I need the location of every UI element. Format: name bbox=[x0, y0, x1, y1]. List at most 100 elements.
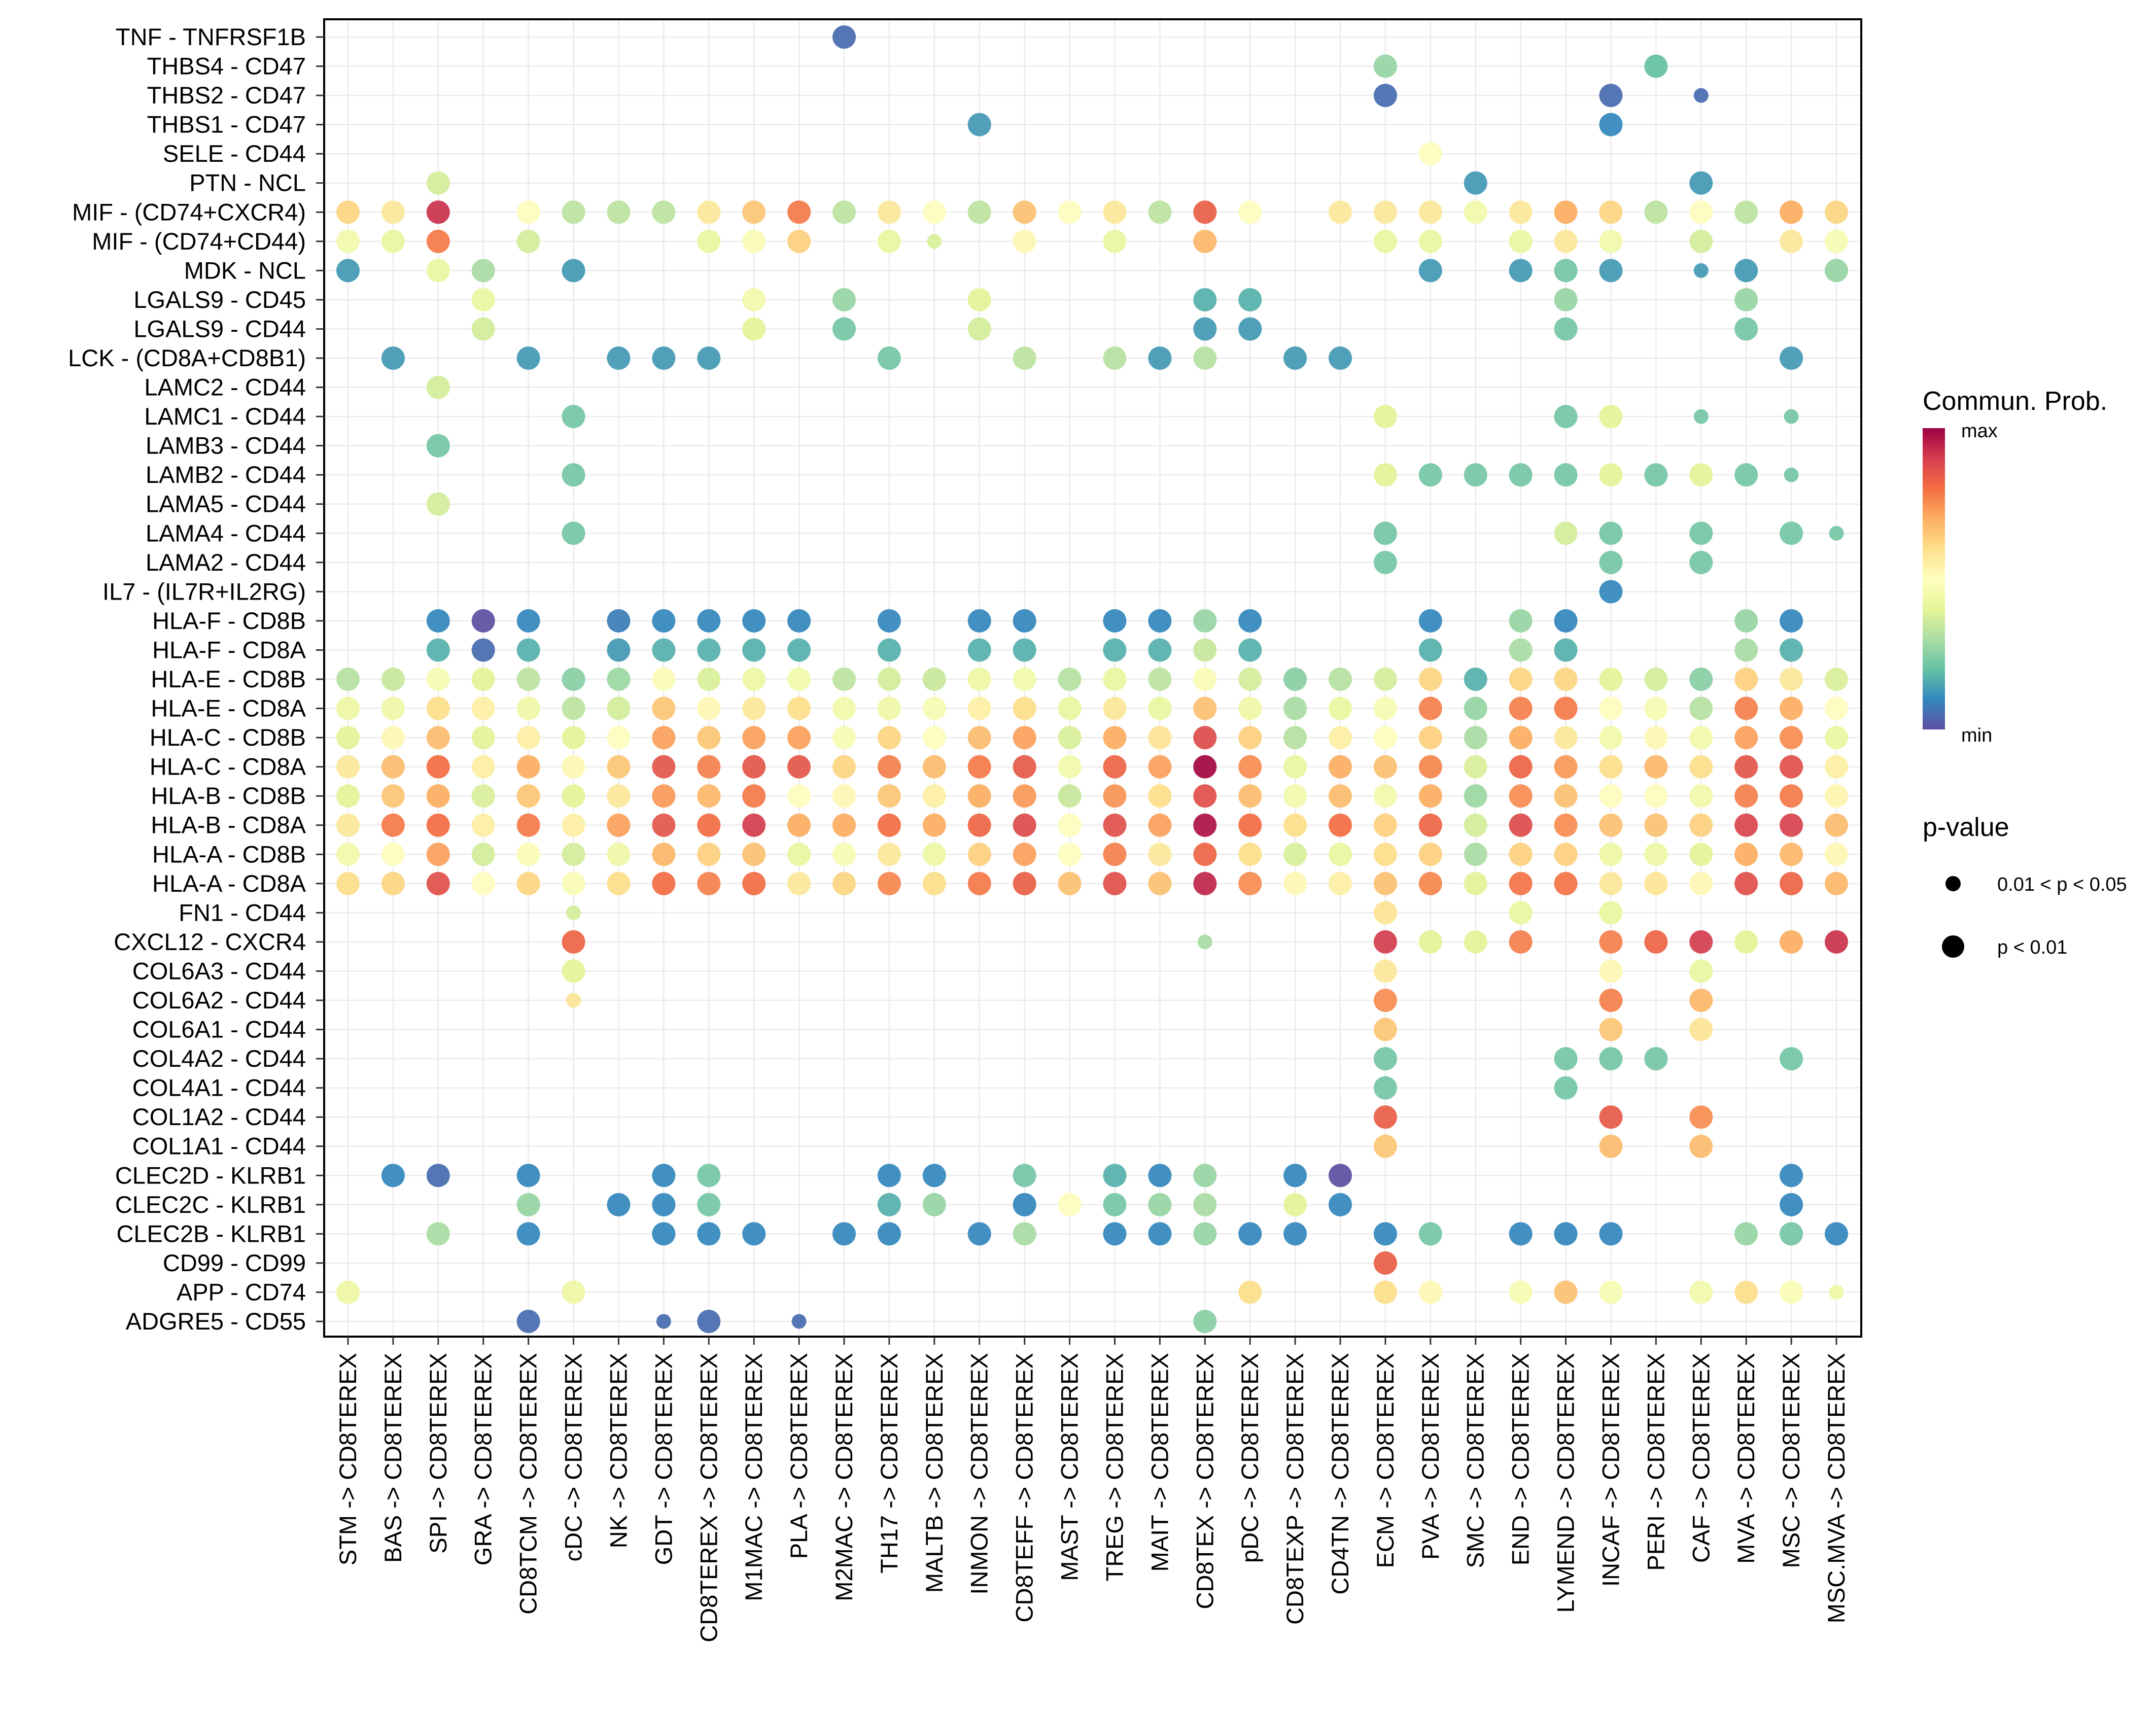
data-point bbox=[967, 609, 991, 633]
data-point bbox=[922, 784, 946, 808]
data-point bbox=[1283, 843, 1307, 866]
data-point bbox=[1554, 871, 1578, 895]
data-point bbox=[1013, 1222, 1036, 1246]
data-point bbox=[1644, 463, 1668, 487]
data-point bbox=[1013, 843, 1036, 866]
data-point bbox=[426, 813, 450, 837]
data-point bbox=[1464, 813, 1487, 837]
data-point bbox=[877, 1164, 901, 1187]
data-point bbox=[1058, 871, 1082, 895]
data-point bbox=[967, 843, 991, 866]
data-point bbox=[1554, 259, 1578, 283]
data-point bbox=[1418, 609, 1442, 633]
colorbar-max-label: max bbox=[1961, 421, 1998, 442]
y-tick-label: LGALS9 - CD44 bbox=[133, 315, 306, 342]
data-point bbox=[832, 726, 856, 750]
data-point bbox=[1013, 1193, 1036, 1216]
data-point bbox=[697, 784, 721, 808]
data-point bbox=[426, 434, 450, 458]
data-point bbox=[516, 784, 540, 808]
data-point bbox=[607, 755, 631, 779]
data-point bbox=[832, 288, 856, 311]
data-point bbox=[1780, 1280, 1803, 1304]
data-point bbox=[1644, 1047, 1668, 1071]
data-point bbox=[607, 668, 631, 691]
data-point bbox=[1734, 726, 1758, 750]
data-point bbox=[652, 696, 676, 720]
y-tick-label: APP - CD74 bbox=[177, 1278, 306, 1305]
data-point bbox=[652, 1164, 676, 1187]
data-point bbox=[1193, 229, 1217, 253]
data-point bbox=[652, 638, 676, 662]
data-point bbox=[1148, 843, 1172, 866]
data-point bbox=[1689, 668, 1713, 691]
data-point bbox=[1554, 200, 1578, 224]
data-point bbox=[787, 696, 811, 720]
data-point bbox=[652, 1193, 676, 1216]
y-tick-label: IL7 - (IL7R+IL2RG) bbox=[102, 578, 306, 605]
y-tick-label: CLEC2B - KLRB1 bbox=[116, 1220, 306, 1247]
data-point bbox=[1825, 259, 1848, 283]
data-point bbox=[1148, 609, 1172, 633]
data-point bbox=[742, 638, 766, 662]
data-point bbox=[426, 784, 450, 808]
data-point bbox=[381, 229, 405, 253]
data-point bbox=[1554, 726, 1578, 750]
y-tick-label: COL6A2 - CD44 bbox=[132, 987, 306, 1014]
y-tick-label: MIF - (CD74+CXCR4) bbox=[72, 198, 306, 225]
y-tick-label: HLA-A - CD8A bbox=[152, 870, 306, 897]
data-point bbox=[607, 871, 631, 895]
data-point bbox=[1103, 1193, 1127, 1216]
data-point bbox=[1013, 609, 1036, 633]
data-point bbox=[1418, 229, 1442, 253]
data-point bbox=[1373, 813, 1397, 837]
data-point bbox=[1148, 668, 1172, 691]
data-point bbox=[381, 726, 405, 750]
data-point bbox=[1103, 726, 1127, 750]
data-point bbox=[562, 930, 585, 954]
y-tick-label: FN1 - CD44 bbox=[179, 899, 306, 926]
data-point bbox=[1825, 200, 1848, 224]
data-point bbox=[1148, 1193, 1172, 1216]
data-point bbox=[877, 871, 901, 895]
data-point bbox=[742, 843, 766, 866]
data-point bbox=[562, 521, 585, 545]
data-point bbox=[877, 668, 901, 691]
data-point bbox=[1644, 930, 1668, 954]
data-point bbox=[1193, 784, 1217, 808]
data-point bbox=[697, 1164, 721, 1187]
data-point bbox=[1418, 930, 1442, 954]
y-tick-label: CLEC2D - KLRB1 bbox=[115, 1162, 306, 1189]
data-point bbox=[516, 229, 540, 253]
data-point bbox=[471, 317, 495, 341]
data-point bbox=[1373, 1105, 1397, 1129]
data-point bbox=[1464, 755, 1487, 779]
data-point bbox=[562, 668, 585, 691]
data-point bbox=[562, 405, 585, 429]
data-point bbox=[1644, 696, 1668, 720]
data-point bbox=[426, 726, 450, 750]
data-point bbox=[562, 813, 585, 837]
data-point bbox=[742, 726, 766, 750]
x-tick-label: STM -> CD8TEREX bbox=[334, 1353, 361, 1565]
data-point bbox=[1825, 871, 1848, 895]
data-point bbox=[1554, 813, 1578, 837]
data-point bbox=[697, 1193, 721, 1216]
data-point bbox=[471, 784, 495, 808]
data-point bbox=[1193, 1193, 1217, 1216]
data-point bbox=[1780, 609, 1803, 633]
data-point bbox=[697, 813, 721, 837]
data-point bbox=[1329, 755, 1352, 779]
data-point bbox=[1689, 696, 1713, 720]
data-point bbox=[787, 784, 811, 808]
data-point bbox=[1780, 1222, 1803, 1246]
data-point bbox=[1373, 1222, 1397, 1246]
data-point bbox=[1599, 1105, 1623, 1129]
data-point bbox=[787, 843, 811, 866]
data-point bbox=[516, 843, 540, 866]
data-point bbox=[1825, 930, 1848, 954]
data-point bbox=[562, 843, 585, 866]
data-point bbox=[471, 813, 495, 837]
data-point bbox=[1238, 288, 1262, 311]
data-point bbox=[1373, 668, 1397, 691]
